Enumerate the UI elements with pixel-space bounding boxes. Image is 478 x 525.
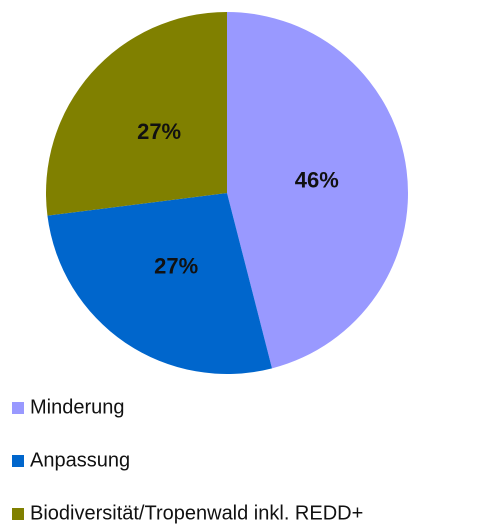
legend-swatch: [12, 508, 24, 520]
slice-label: 46%: [295, 167, 339, 192]
pie-slice: [47, 193, 273, 374]
pie-slice: [45, 12, 227, 216]
legend-swatch: [12, 455, 24, 467]
legend-label: Minderung: [30, 396, 125, 418]
slice-label: 27%: [154, 254, 198, 279]
legend-swatch: [12, 402, 24, 414]
pie-slice: [227, 12, 409, 369]
legend-label: Anpassung: [30, 449, 130, 471]
legend-label: Biodiversität/Tropenwald inkl. REDD+: [30, 502, 363, 524]
slice-label: 27%: [137, 119, 181, 144]
